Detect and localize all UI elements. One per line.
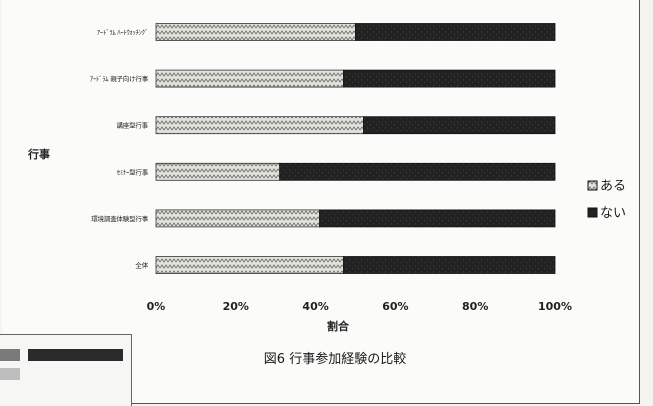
x-axis-title: 割合 — [327, 319, 350, 333]
bar-nai-2 — [363, 116, 556, 135]
category-label-0: ｱｰﾄﾞﾗﾑ ﾊｰﾄｳｫｯﾁﾝｸﾞ — [97, 29, 148, 37]
x-tick-2: 40% — [302, 300, 328, 313]
x-tick-3: 60% — [382, 300, 408, 313]
inset-shape-3 — [28, 349, 123, 361]
legend: ある ない — [587, 179, 626, 221]
legend-swatch-nai — [587, 207, 598, 218]
inset-shape-1 — [0, 349, 20, 361]
bar-aru-3 — [155, 162, 281, 181]
category-label-3: ｾﾐﾅｰ型行事 — [117, 167, 149, 176]
bar-aru-5 — [155, 256, 344, 274]
bar-nai-1 — [343, 69, 556, 88]
x-tick-4: 80% — [462, 300, 488, 313]
y-axis-title: 行事 — [27, 147, 50, 161]
category-label-5: 全体 — [135, 261, 148, 270]
bar-aru-1 — [155, 69, 344, 88]
x-tick-0: 0% — [147, 300, 166, 313]
legend-label-nai: ない — [600, 206, 626, 221]
bar-nai-5 — [343, 256, 556, 274]
category-label-2: 講座型行事 — [116, 121, 148, 130]
bars-group — [155, 23, 556, 274]
x-tick-1: 20% — [223, 300, 249, 313]
inset-shape-2 — [0, 368, 20, 380]
bar-aru-0 — [155, 23, 356, 41]
legend-label-aru: ある — [600, 179, 626, 194]
figure-caption: 図6 行事参加経験の比較 — [264, 351, 406, 367]
bar-aru-2 — [155, 116, 364, 135]
bar-aru-4 — [155, 209, 320, 228]
legend-item-nai: ない — [587, 206, 626, 221]
inset-thumbnail — [0, 334, 132, 406]
category-label-1: ｱｰﾄﾞﾗﾑ 親子向け行事 — [90, 74, 149, 83]
bar-nai-0 — [355, 23, 556, 41]
category-label-4: 環境調査体験型行事 — [91, 214, 148, 223]
legend-swatch-aru — [587, 180, 598, 191]
bar-nai-4 — [319, 209, 556, 228]
x-tick-labels: 0% 20% 40% 60% 80% 100% — [147, 300, 572, 313]
legend-item-aru: ある — [587, 179, 626, 194]
x-tick-5: 100% — [538, 300, 572, 313]
bar-nai-3 — [279, 162, 556, 181]
